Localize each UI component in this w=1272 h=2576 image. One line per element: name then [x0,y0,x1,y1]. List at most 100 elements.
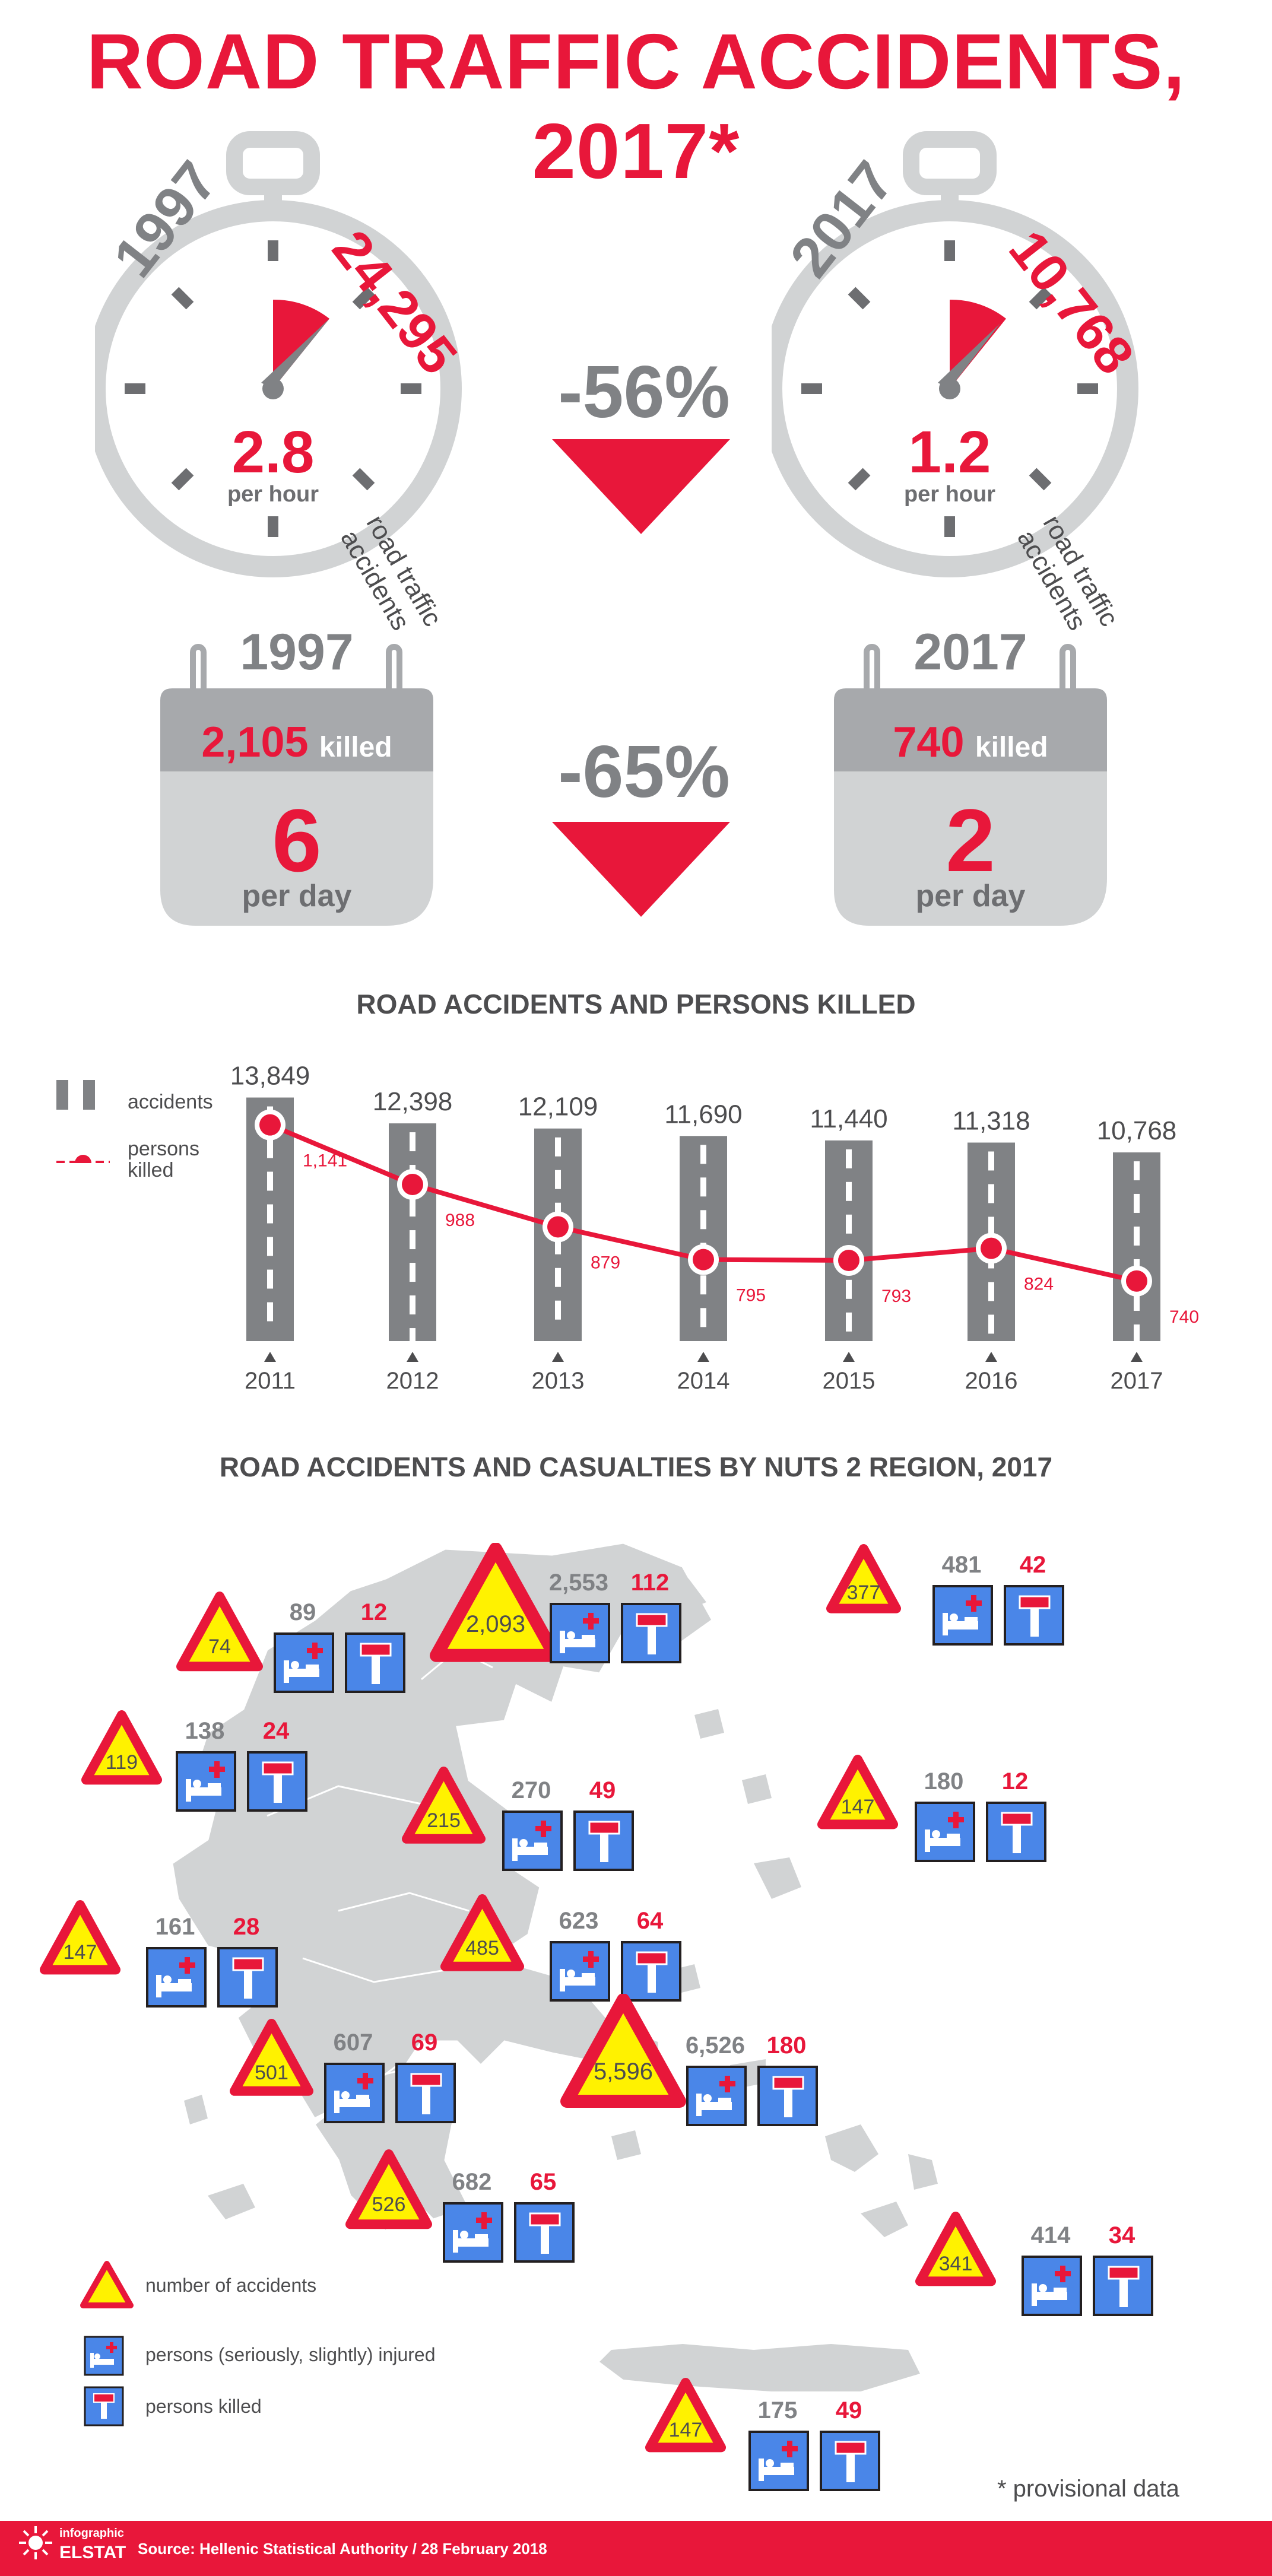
road-marking [846,1312,852,1332]
injured-sign-icon [550,1941,610,2002]
accidents-bar [680,1136,727,1341]
region-accidents-count: 147 [840,1795,875,1818]
region-injured-count: 6,526 [685,2032,746,2059]
killed-value-label: 1,141 [303,1151,347,1171]
accident-triangle-icon [645,2378,726,2453]
legend-accidents-label: number of accidents [145,2275,317,2296]
logo-line-1: infographic [59,2527,124,2540]
road-marking [700,1145,706,1164]
region-injured-count: 481 [941,1552,982,1578]
killed-label: killed [975,732,1048,763]
legend-accidents: accidents [128,1091,213,1113]
killed-point [259,1114,281,1136]
injured-sign-icon [324,2063,385,2123]
killed-point [402,1174,423,1195]
calendar-per-day-value: 2 [946,790,995,890]
calendar-killed: 740 killed [834,718,1107,767]
accidents-value-label: 12,398 [373,1087,453,1116]
calendar-killed: 2,105 killed [160,718,433,767]
road-marking [267,1139,273,1158]
accident-triangle-icon [817,1755,898,1829]
legend-killed: persons killed [128,1138,199,1181]
road-marking [1134,1291,1140,1311]
region-killed-count: 69 [411,2029,438,2056]
road-marking [555,1137,561,1157]
killed-sign-icon [247,1751,307,1812]
killed-count: 740 [893,719,965,766]
region-killed-count: 12 [1001,1768,1029,1794]
region-injured-count: 138 [185,1718,225,1744]
killed-value-label: 824 [1024,1275,1054,1294]
region-injured-count: 607 [333,2029,373,2056]
calendar-1997 [160,644,433,926]
region-killed-count: 64 [636,1908,664,1934]
region-accidents-count: 526 [372,2193,406,2216]
killed-value-label: 988 [445,1211,475,1230]
calendar-year: 2017 [913,624,1027,681]
region-accidents-count: 2,093 [465,1611,526,1637]
killed-point [981,1237,1002,1259]
killed-sign-icon [573,1810,634,1871]
stopwatch-unit: per hour [903,482,996,507]
killed-point [838,1249,859,1271]
injured-sign-icon [443,2202,503,2263]
accidents-bar [825,1140,873,1341]
calendar-per-day-value: 6 [272,790,322,890]
killed-label: killed [319,732,392,763]
accidents-value-label: 11,440 [810,1104,887,1133]
region-injured-count: 623 [559,1908,599,1934]
region-killed-count: 34 [1108,2222,1135,2248]
accidents-value-label: 10,768 [1097,1116,1177,1145]
region-killed-count: 180 [766,2032,807,2059]
accidents-change: -56% [558,351,730,433]
region-injured-count: 89 [289,1599,316,1625]
road-marking [700,1308,706,1327]
year-label: 2015 [823,1368,876,1394]
road-marking [1134,1324,1140,1343]
road-marking [1134,1161,1140,1180]
killed-sign-icon [514,2202,575,2263]
region-accidents-count: 215 [427,1809,461,1832]
legend-killed-label: persons killed [145,2396,262,2417]
stopwatch-rate: 1.2 [908,419,991,485]
killed-sign-icon [1093,2256,1153,2316]
road-marking [267,1237,273,1256]
region-killed-count: 112 [630,1570,670,1596]
elstat-logo-icon [19,2526,52,2559]
calendar-per-day-label: per day [915,879,1026,913]
road-marking [846,1181,852,1201]
year-tick [697,1352,709,1362]
injured-sign-icon [915,1802,975,1862]
map-title: ROAD ACCIDENTS AND CASUALTIES BY NUTS 2 … [219,1451,1053,1482]
injured-sign-icon [932,1585,993,1646]
chart-legend-icons [56,1080,110,1163]
stopwatch-rate: 2.8 [231,419,315,485]
road-marking [988,1184,994,1203]
road-marking [846,1279,852,1299]
road-marking [410,1328,415,1348]
injured-sign-icon [502,1810,563,1871]
footnote: * provisional data [997,2476,1179,2502]
calendar-2017 [834,644,1107,926]
region-injured-count: 414 [1030,2222,1071,2248]
road-marking [700,1275,706,1295]
region-killed-count: 42 [1019,1552,1046,1578]
road-marking [988,1216,994,1236]
killed-sign-icon [621,1941,681,2002]
accident-triangle-icon [402,1767,486,1844]
road-marking [846,1149,852,1168]
legend-killed-icon [84,2386,124,2426]
region-killed-count: 28 [233,1914,260,1940]
accident-triangle-icon [915,2212,996,2286]
region-killed-count: 49 [589,1777,616,1803]
killed-sign-icon [217,1947,278,2008]
year-tick [843,1352,855,1362]
injured-sign-icon [686,2066,747,2126]
logo-line-2: ELSTAT [59,2543,126,2562]
injured-sign-icon [176,1751,236,1812]
chart-title: ROAD ACCIDENTS AND PERSONS KILLED [356,989,916,1019]
road-marking [267,1269,273,1289]
road-marking [555,1268,561,1287]
accident-triangle-icon [230,2019,313,2096]
footer-source: Source: Hellenic Statistical Authority /… [138,2540,547,2558]
